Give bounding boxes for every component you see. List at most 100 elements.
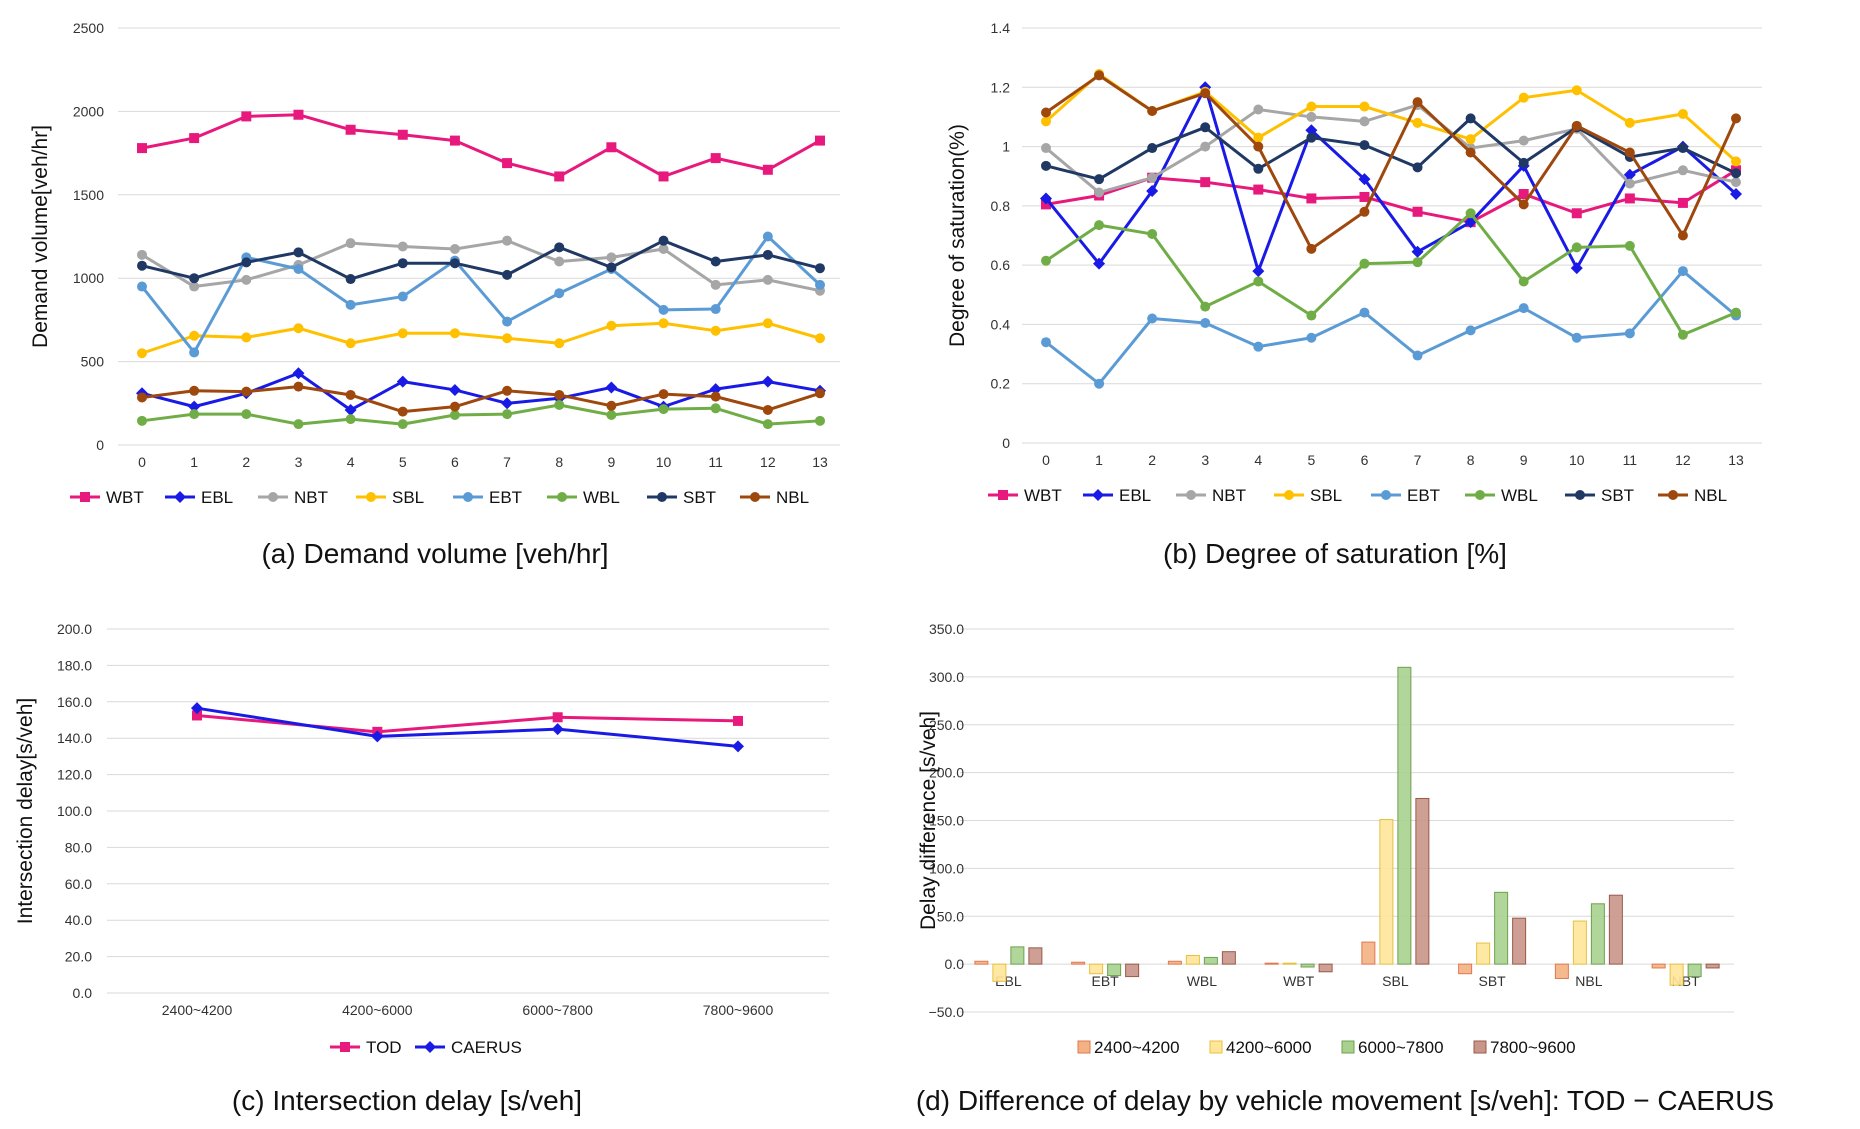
legend-label: SBL [392, 488, 424, 507]
data-point [449, 244, 460, 255]
data-point [1252, 265, 1265, 278]
data-point [658, 389, 669, 400]
y-tick-label: 500 [81, 354, 105, 370]
legend-item: WBT [70, 488, 144, 507]
legend-marker [1575, 490, 1585, 500]
bar [1512, 917, 1527, 965]
data-point [1040, 192, 1052, 205]
data-point [345, 338, 356, 349]
data-point [449, 409, 460, 420]
data-point [1200, 141, 1211, 152]
bar [1554, 963, 1569, 979]
data-point [1147, 229, 1158, 240]
x-tick-label: 7 [1414, 452, 1422, 468]
y-tick-label: 200.0 [57, 621, 92, 637]
data-point [1571, 85, 1582, 96]
data-point [1358, 173, 1371, 186]
data-point [761, 375, 774, 388]
legend-item: 4200~6000 [1209, 1038, 1312, 1057]
legend-label: SBL [1310, 486, 1342, 505]
y-axis-label: Intersection delay[s/veh] [14, 698, 37, 924]
data-point [397, 406, 408, 417]
data-point [1518, 199, 1529, 210]
panel-caption: (c) Intersection delay [s/veh] [232, 1085, 582, 1116]
bar [1397, 666, 1412, 965]
data-point [345, 238, 356, 249]
data-point [1571, 208, 1582, 219]
data-point [762, 404, 773, 415]
data-point [1306, 332, 1317, 343]
data-point [449, 258, 460, 269]
data-point [1465, 325, 1476, 336]
bar [1651, 963, 1666, 969]
data-point [1624, 147, 1635, 158]
legend-label: EBT [1407, 486, 1440, 505]
data-point [1359, 206, 1370, 217]
data-point [1041, 116, 1051, 127]
bar [1125, 963, 1140, 978]
legend-swatch [1077, 1040, 1091, 1054]
data-point [552, 712, 563, 723]
data-point [189, 273, 200, 284]
data-point [606, 400, 617, 411]
data-point [345, 274, 356, 285]
bar [1071, 961, 1086, 965]
data-point [397, 291, 408, 302]
legend-item: 2400~4200 [1077, 1038, 1180, 1057]
data-point [397, 419, 408, 430]
x-tick-label: SBT [1479, 973, 1507, 989]
bar [974, 960, 989, 965]
data-point [1623, 168, 1636, 181]
y-tick-label: 2500 [73, 20, 104, 36]
legend-label: EBL [1119, 486, 1151, 505]
bar [1590, 903, 1605, 965]
data-point [762, 419, 773, 430]
data-point [293, 419, 304, 430]
bar [1203, 956, 1218, 965]
bar [1107, 963, 1122, 977]
bar [1282, 962, 1297, 965]
data-point [137, 260, 147, 271]
y-tick-label: 250.0 [929, 717, 964, 733]
data-point [293, 247, 304, 258]
data-point [1041, 255, 1051, 266]
legend-item: EBT [1371, 486, 1440, 505]
x-tick-label: 6000~7800 [522, 1002, 593, 1018]
data-point [137, 249, 147, 260]
data-point [1624, 178, 1635, 189]
data-point [1465, 147, 1476, 158]
series-line [1045, 73, 1738, 251]
data-point [1412, 162, 1423, 173]
x-tick-label: 10 [1569, 452, 1585, 468]
data-point [1041, 337, 1051, 348]
data-point [345, 124, 356, 135]
legend-label: 2400~4200 [1094, 1038, 1180, 1057]
panel-caption: (a) Demand volume [veh/hr] [261, 538, 608, 569]
legend-item: SBT [647, 488, 716, 507]
x-tick-label: 13 [812, 454, 828, 470]
y-tick-label: 1000 [73, 270, 104, 286]
data-point [1253, 104, 1264, 115]
legend-item: NBL [740, 488, 809, 507]
data-point [397, 129, 408, 140]
x-tick-label: 5 [1307, 452, 1315, 468]
series-line [141, 239, 821, 281]
data-point [189, 409, 200, 420]
data-point [710, 403, 721, 414]
data-point [292, 367, 305, 380]
legend-label: NBL [1694, 486, 1727, 505]
y-tick-label: −50.0 [929, 1004, 965, 1020]
data-point [606, 142, 617, 153]
data-point [1359, 307, 1370, 318]
data-point [815, 279, 825, 290]
data-point [1200, 177, 1211, 188]
panel-caption: (d) Difference of delay by vehicle movem… [916, 1085, 1774, 1116]
data-point [1306, 310, 1317, 321]
x-tick-label: 6 [451, 454, 459, 470]
data-point [1677, 266, 1688, 277]
data-point [1094, 70, 1105, 81]
x-tick-label: 3 [1201, 452, 1209, 468]
data-point [1147, 106, 1158, 116]
x-tick-label: 9 [607, 454, 615, 470]
data-point [1677, 108, 1688, 119]
